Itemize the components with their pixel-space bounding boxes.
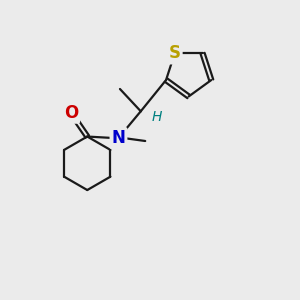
Text: N: N: [112, 129, 125, 147]
Text: O: O: [64, 104, 78, 122]
Text: S: S: [169, 44, 181, 62]
Text: H: H: [152, 110, 162, 124]
